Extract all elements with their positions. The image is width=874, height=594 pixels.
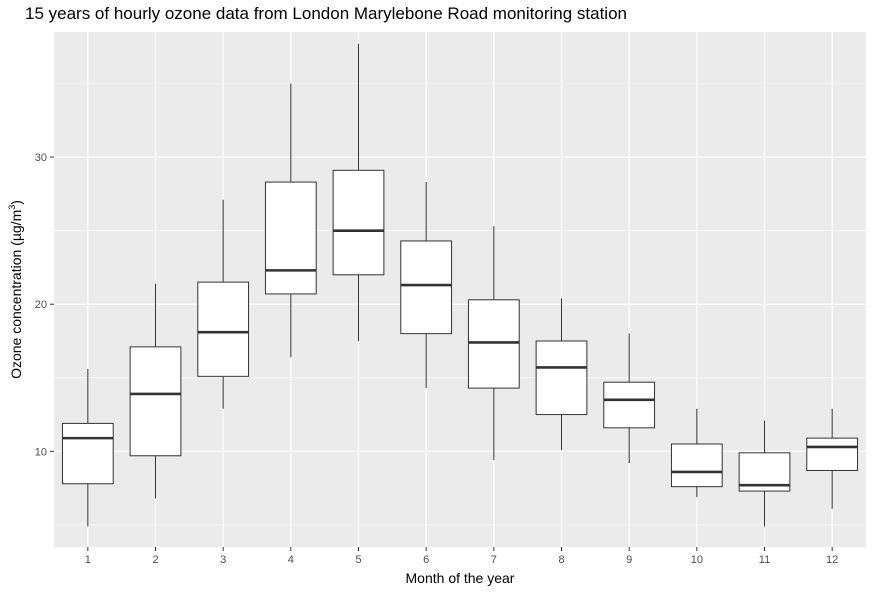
chart-title: 15 years of hourly ozone data from Londo… xyxy=(25,4,627,23)
x-tick-label: 8 xyxy=(558,554,564,566)
box-month-10 xyxy=(670,408,723,497)
plot-panel xyxy=(54,32,866,547)
y-tick-label: 20 xyxy=(35,299,47,311)
x-tick-label: 3 xyxy=(220,554,226,566)
x-tick-label: 10 xyxy=(691,554,703,566)
iqr-box xyxy=(197,281,250,377)
x-tick-label: 7 xyxy=(491,554,497,566)
y-axis-ticks: 10 20 30 xyxy=(35,152,54,458)
x-tick-label: 9 xyxy=(626,554,632,566)
y-axis-title-sup: 3 xyxy=(7,205,17,210)
y-axis-title: Ozone concentration (µg/m3) xyxy=(7,200,24,379)
iqr-box xyxy=(806,437,859,471)
minor-gridlines xyxy=(54,83,866,526)
box-series xyxy=(61,43,859,527)
iqr-box xyxy=(467,299,520,389)
box-month-1 xyxy=(61,368,114,527)
x-tick-label: 12 xyxy=(826,554,838,566)
iqr-box xyxy=(129,346,182,457)
box-month-5 xyxy=(332,43,385,341)
box-month-6 xyxy=(400,182,453,389)
x-axis-ticks: 1 2 3 4 5 6 7 8 9 10 11 12 xyxy=(85,547,838,566)
iqr-box xyxy=(670,443,723,488)
box-month-11 xyxy=(738,420,791,527)
x-tick-label: 1 xyxy=(85,554,91,566)
y-axis-title-end: ) xyxy=(8,200,24,205)
box-month-12 xyxy=(806,408,859,509)
y-axis-title-main: Ozone concentration (µg/m xyxy=(8,210,24,379)
box-month-4 xyxy=(264,83,317,358)
iqr-box xyxy=(535,340,588,416)
box-month-8 xyxy=(535,298,588,450)
y-tick-label: 10 xyxy=(35,446,47,458)
y-tick-label: 30 xyxy=(35,152,47,164)
x-tick-label: 11 xyxy=(759,554,770,566)
iqr-box xyxy=(400,240,453,335)
iqr-box xyxy=(264,181,317,295)
iqr-box xyxy=(332,169,385,276)
box-month-7 xyxy=(467,226,520,461)
box-month-2 xyxy=(129,283,182,499)
x-axis-title: Month of the year xyxy=(406,570,515,586)
x-tick-label: 4 xyxy=(288,554,294,566)
box-month-3 xyxy=(197,199,250,409)
x-tick-label: 5 xyxy=(355,554,361,566)
iqr-box xyxy=(603,381,656,429)
x-tick-label: 6 xyxy=(423,554,429,566)
box-month-9 xyxy=(603,333,656,464)
iqr-box xyxy=(61,422,114,485)
x-tick-label: 2 xyxy=(152,554,158,566)
